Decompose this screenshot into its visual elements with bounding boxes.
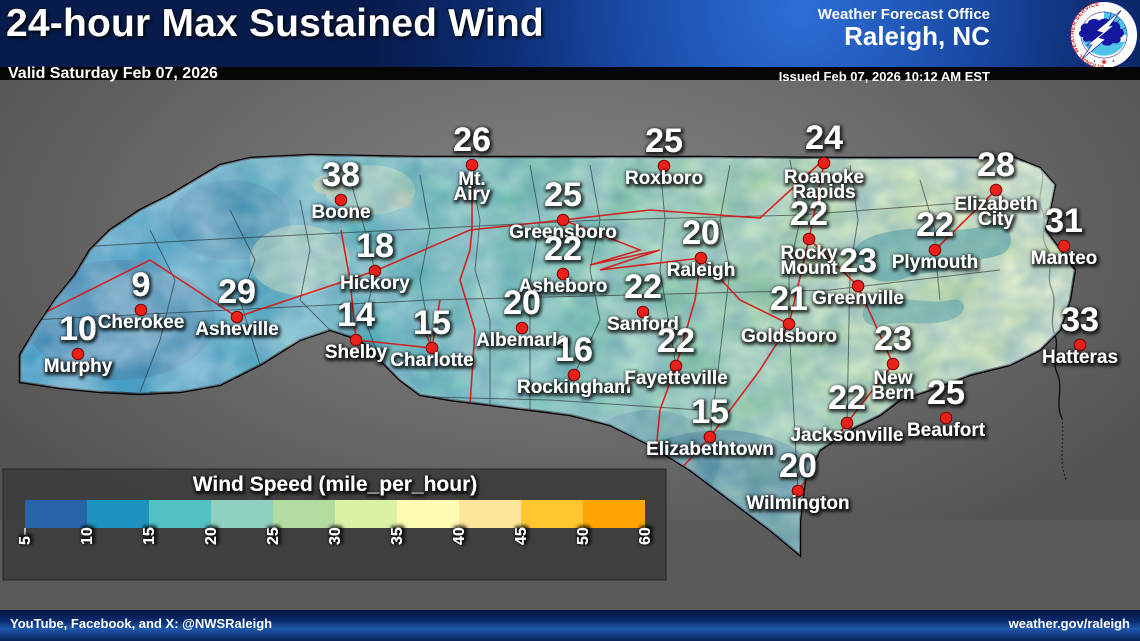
svg-text:25: 25: [927, 374, 965, 412]
svg-text:Manteo: Manteo: [1031, 248, 1098, 269]
svg-text:33: 33: [1061, 301, 1099, 339]
svg-text:Rockingham: Rockingham: [517, 377, 631, 398]
svg-text:Greenville: Greenville: [812, 288, 904, 309]
svg-text:5: 5: [17, 536, 34, 545]
svg-text:Jacksonville: Jacksonville: [790, 425, 903, 446]
svg-text:45: 45: [513, 527, 530, 545]
svg-text:40: 40: [451, 527, 468, 545]
svg-text:Raleigh: Raleigh: [667, 260, 736, 281]
svg-text:Charlotte: Charlotte: [390, 350, 473, 371]
svg-text:15: 15: [413, 304, 451, 342]
svg-text:38: 38: [322, 156, 360, 194]
svg-text:25: 25: [645, 122, 683, 160]
svg-text:Fayetteville: Fayetteville: [624, 368, 728, 389]
svg-text:18: 18: [356, 227, 394, 265]
svg-text:28: 28: [977, 146, 1015, 184]
svg-text:10: 10: [59, 310, 97, 348]
svg-text:29: 29: [218, 273, 256, 311]
svg-text:Hatteras: Hatteras: [1042, 347, 1118, 368]
svg-text:25: 25: [265, 527, 282, 545]
svg-text:20: 20: [779, 447, 817, 485]
svg-text:14: 14: [337, 296, 375, 334]
svg-text:16: 16: [555, 331, 593, 369]
svg-text:24: 24: [805, 119, 843, 157]
svg-text:Shelby: Shelby: [325, 342, 388, 363]
svg-text:22: 22: [916, 206, 954, 244]
svg-text:Hickory: Hickory: [340, 273, 410, 294]
svg-text:Roxboro: Roxboro: [625, 168, 703, 189]
svg-text:Mt.Airy: Mt. Airy: [454, 169, 491, 205]
svg-text:30: 30: [327, 527, 344, 545]
svg-text:Wind Speed (mile_per_hour): Wind Speed (mile_per_hour): [193, 473, 478, 496]
svg-text:22: 22: [790, 195, 828, 233]
svg-text:20: 20: [682, 214, 720, 252]
svg-text:21: 21: [770, 280, 808, 318]
svg-text:Plymouth: Plymouth: [892, 252, 979, 273]
svg-text:25: 25: [544, 176, 582, 214]
svg-text:Goldsboro: Goldsboro: [741, 326, 837, 347]
svg-text:22: 22: [828, 379, 866, 417]
svg-text:Cherokee: Cherokee: [98, 312, 185, 333]
svg-text:20: 20: [503, 284, 541, 322]
svg-text:35: 35: [389, 527, 406, 545]
svg-text:Wilmington: Wilmington: [746, 493, 849, 514]
svg-text:Elizabethtown: Elizabethtown: [646, 439, 774, 460]
svg-text:60: 60: [637, 527, 654, 545]
svg-text:Murphy: Murphy: [44, 356, 113, 377]
svg-text:9: 9: [132, 266, 151, 304]
svg-text:22: 22: [657, 322, 695, 360]
svg-text:50: 50: [575, 527, 592, 545]
svg-text:15: 15: [141, 527, 158, 545]
svg-text:20: 20: [203, 527, 220, 545]
svg-text:Beaufort: Beaufort: [907, 420, 986, 441]
svg-text:15: 15: [691, 393, 729, 431]
svg-text:22: 22: [544, 230, 582, 268]
svg-text:23: 23: [874, 320, 912, 358]
svg-text:10: 10: [79, 527, 96, 545]
svg-text:31: 31: [1045, 202, 1083, 240]
svg-text:23: 23: [839, 242, 877, 280]
svg-text:Asheville: Asheville: [195, 319, 278, 340]
svg-text:26: 26: [453, 121, 491, 159]
svg-text:Boone: Boone: [311, 202, 370, 223]
svg-text:22: 22: [624, 268, 662, 306]
